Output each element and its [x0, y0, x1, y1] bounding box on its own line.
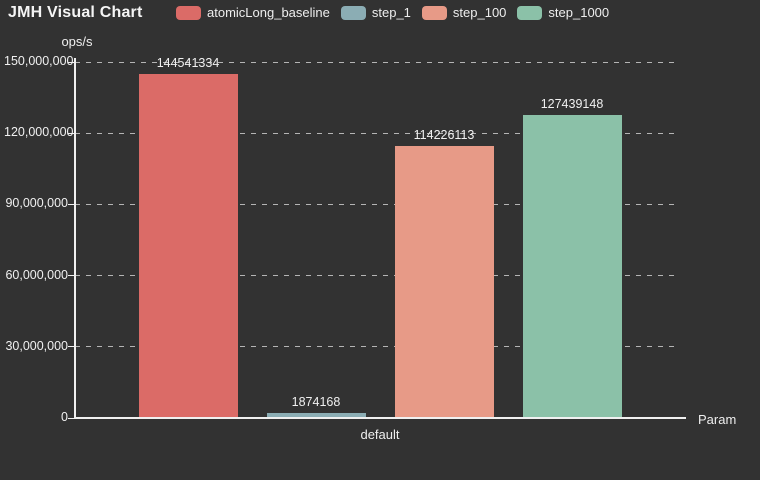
gridline — [75, 61, 680, 63]
gridline — [75, 346, 680, 348]
legend-swatch-icon — [517, 5, 543, 20]
bar-value-label: 1874168 — [291, 395, 341, 409]
y-axis-tick — [68, 61, 75, 63]
bar-value-label: 127439148 — [540, 97, 604, 111]
y-axis-tick — [68, 417, 75, 419]
y-axis-tick — [68, 132, 75, 134]
legend-item-atomicLong_baseline[interactable]: atomicLong_baseline — [176, 5, 330, 20]
bar-step_100[interactable] — [394, 146, 494, 417]
legend-swatch-icon — [176, 5, 201, 20]
chart-title: JMH Visual Chart — [8, 4, 143, 21]
y-axis-tick-label: 90,000,000 — [5, 196, 68, 211]
y-axis-tick — [68, 346, 75, 348]
legend: atomicLong_baseline step_1 step_100 step_10… — [176, 5, 609, 20]
x-category-label: default — [360, 427, 400, 442]
legend-swatch-icon — [421, 5, 447, 20]
chart-header: JMH Visual Chart atomicLong_baseline step… — [0, 0, 760, 28]
y-axis-tick-label: 30,000,000 — [5, 338, 68, 353]
y-axis-tick-label: 120,000,000 — [4, 125, 74, 140]
bar-step_1000[interactable] — [522, 115, 622, 417]
legend-label: step_1 — [371, 5, 411, 20]
legend-item-step_1[interactable]: step_1 — [340, 5, 411, 20]
legend-label: step_100 — [452, 5, 507, 20]
legend-swatch-icon — [340, 5, 366, 20]
gridline — [75, 275, 680, 277]
legend-label: atomicLong_baseline — [207, 5, 330, 20]
legend-item-step_1000[interactable]: step_1000 — [517, 5, 609, 20]
y-axis-tick-label: 60,000,000 — [5, 267, 68, 282]
y-axis-tick — [68, 203, 75, 205]
gridline — [75, 132, 680, 134]
bar-value-label: 144541334 — [156, 56, 220, 70]
legend-item-step_100[interactable]: step_100 — [421, 5, 507, 20]
gridline — [75, 203, 680, 205]
x-axis-line — [74, 417, 686, 419]
bar-value-label: 114226113 — [413, 128, 475, 142]
y-axis-tick-label: 0 — [61, 410, 68, 424]
x-axis-title: Param — [698, 412, 737, 427]
bar-atomicLong_baseline[interactable] — [138, 74, 238, 417]
y-axis-title: ops/s — [61, 34, 93, 49]
y-axis-tick — [68, 275, 75, 277]
y-axis-tick-label: 150,000,000 — [4, 54, 74, 68]
bar-step_1[interactable] — [266, 413, 366, 417]
y-axis-line — [74, 58, 76, 418]
legend-label: step_1000 — [548, 5, 610, 20]
